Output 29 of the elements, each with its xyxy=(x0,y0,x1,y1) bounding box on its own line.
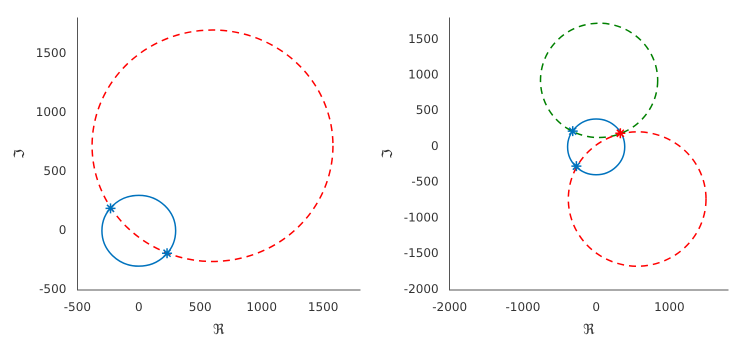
y-tick-label: -2000 xyxy=(404,282,439,296)
y-tick-label: -1500 xyxy=(404,246,439,260)
y-tick-label: -1000 xyxy=(404,210,439,224)
y-axis-title: ℑ xyxy=(380,148,396,159)
x-tick-label: -1000 xyxy=(505,300,540,314)
point xyxy=(570,160,582,172)
x-tick-label: 0 xyxy=(592,300,600,314)
y-tick-label: 500 xyxy=(43,164,66,178)
x-tick-label: 1000 xyxy=(246,300,277,314)
x-tick-label: 0 xyxy=(134,300,143,314)
y-axis-title: ℑ xyxy=(12,148,28,159)
x-axis-title: ℜ xyxy=(212,322,225,338)
y-tick-label: -500 xyxy=(39,282,66,296)
y-tick-label: -500 xyxy=(411,174,439,189)
x-tick-label: -2000 xyxy=(432,300,468,314)
x-tick-label: 1000 xyxy=(654,300,685,314)
y-tick-label: 0 xyxy=(58,222,66,237)
y-tick-label: 1000 xyxy=(36,104,66,119)
y-tick-label: 500 xyxy=(416,103,439,118)
x-axis-title: ℜ xyxy=(583,322,596,338)
y-tick-label: 0 xyxy=(431,138,439,153)
y-tick-label: 1500 xyxy=(36,46,66,60)
point xyxy=(614,128,626,140)
y-tick-label: 1000 xyxy=(408,68,439,82)
x-tick-label: 500 xyxy=(188,300,212,314)
x-tick-label: -500 xyxy=(64,300,91,314)
y-tick-label: 1500 xyxy=(408,32,439,46)
x-tick-label: 1500 xyxy=(308,300,338,314)
point xyxy=(566,125,578,137)
